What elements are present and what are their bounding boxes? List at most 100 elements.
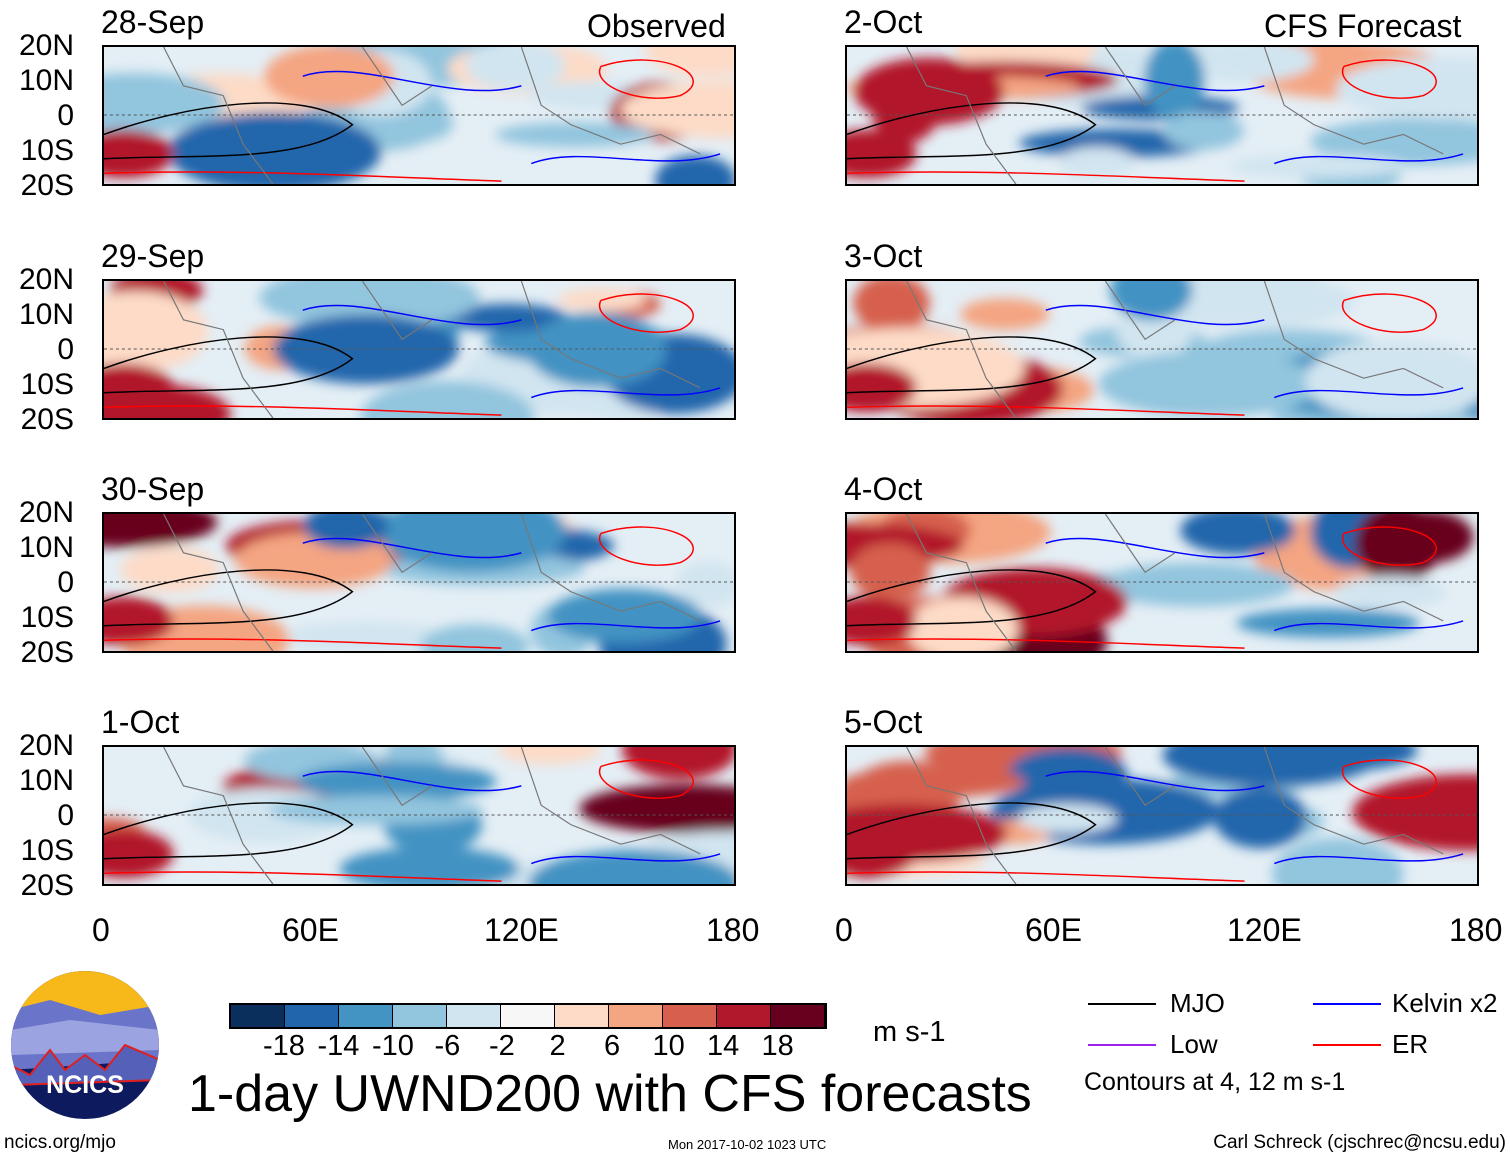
kelvin-line-icon: [1313, 1003, 1381, 1005]
lat-label: 10S: [20, 834, 74, 867]
forecast-title: CFS Forecast: [1264, 8, 1462, 44]
wind-anomaly-blob: [360, 380, 534, 418]
colorbar-swatch: [501, 1005, 555, 1027]
wind-anomaly-blob: [1336, 57, 1477, 120]
wind-anomaly-blob: [622, 747, 734, 780]
map-panel: [102, 512, 736, 653]
lat-label: 0: [57, 333, 74, 366]
lat-label: 0: [57, 99, 74, 132]
source-url[interactable]: ncics.org/mjo: [4, 1132, 116, 1153]
legend-kelvin: Kelvin x2: [1392, 988, 1498, 1018]
wind-anomaly-blob: [1228, 154, 1406, 178]
contour-note: Contours at 4, 12 m s-1: [1084, 1068, 1346, 1096]
wind-anomaly-blob: [847, 363, 917, 413]
kelvin-contour: [302, 70, 721, 165]
wind-anomaly-blob: [847, 129, 917, 179]
colorbar-swatch: [771, 1005, 825, 1027]
colorbar-units: m s-1: [873, 1016, 946, 1048]
wind-anomaly-blob: [104, 291, 209, 373]
panel-date: 2-Oct: [844, 4, 923, 40]
lat-label: 20S: [20, 403, 74, 436]
mjo-contour: [104, 569, 354, 627]
map-panel: [845, 45, 1479, 186]
wind-anomaly-blob: [268, 795, 484, 825]
wind-anomaly-blob: [297, 762, 497, 801]
lat-label: 20N: [18, 263, 74, 296]
wind-anomaly-blob: [1174, 47, 1314, 83]
panel-date: 30-Sep: [101, 471, 205, 507]
lon-label: 180: [706, 912, 760, 948]
wind-anomaly-blob: [1008, 747, 1128, 801]
lat-label: 20S: [20, 636, 74, 669]
panel-date: 5-Oct: [844, 704, 923, 740]
coastline: [163, 514, 701, 651]
colorbar-swatch: [447, 1005, 501, 1027]
lon-label: 120E: [484, 912, 559, 948]
er-contour: [104, 293, 694, 416]
wind-anomaly-blob: [675, 561, 734, 608]
colorbar-label: 6: [604, 1030, 621, 1062]
kelvin-contour: [1045, 537, 1464, 632]
coastline: [163, 47, 701, 184]
lon-label: 60E: [1025, 912, 1082, 948]
colorbar-swatch: [339, 1005, 393, 1027]
lat-label: 10N: [18, 764, 74, 797]
lat-label: 10N: [18, 531, 74, 564]
wind-anomaly-blob: [847, 767, 1026, 798]
kelvin-contour: [302, 304, 721, 399]
wind-anomaly-blob: [379, 514, 566, 572]
kelvin-contour: [302, 537, 721, 632]
lat-label: 20N: [18, 29, 74, 62]
colorbar-label: 2: [549, 1030, 566, 1062]
wind-anomaly-blob: [1098, 562, 1295, 607]
map-panel: [845, 279, 1479, 420]
figure-title: 1-day UWND200 with CFS forecasts: [188, 1065, 1032, 1123]
colorbar-label: 14: [707, 1030, 740, 1062]
lat-label: 10S: [20, 601, 74, 634]
colorbar-label: -10: [372, 1030, 414, 1062]
mjo-contour: [104, 802, 354, 860]
mjo-contour: [847, 102, 1097, 160]
coastline: [163, 281, 701, 418]
wind-anomaly-blob: [420, 624, 530, 651]
coastline: [906, 47, 1444, 184]
er-contour: [847, 759, 1437, 882]
colorbar-swatch: [285, 1005, 339, 1027]
wind-anomaly-blob: [1352, 774, 1477, 851]
wind-anomaly-blob: [104, 363, 174, 413]
wind-anomaly-blob: [1098, 351, 1321, 417]
wind-anomaly-blob: [1304, 340, 1477, 418]
lat-label: 10S: [20, 368, 74, 401]
kelvin-contour: [1045, 770, 1464, 865]
coastline: [906, 514, 1444, 651]
map-panel: [845, 512, 1479, 653]
er-line-icon: [1313, 1044, 1381, 1046]
lat-label: 0: [57, 799, 74, 832]
observed-title: Observed: [587, 8, 726, 44]
kelvin-contour: [1045, 304, 1464, 399]
panel-date: 29-Sep: [101, 238, 205, 274]
panel-date: 4-Oct: [844, 471, 923, 507]
coastline: [163, 747, 701, 884]
colorbar-swatch: [393, 1005, 447, 1027]
wind-anomaly-blob: [303, 514, 389, 549]
lat-label: 20N: [18, 496, 74, 529]
legend-mjo: MJO: [1170, 988, 1225, 1018]
colorbar-label: -18: [263, 1030, 305, 1062]
wind-anomaly-blob: [1310, 117, 1477, 166]
timestamp: Mon 2017-10-02 1023 UTC: [668, 1137, 827, 1152]
colorbar-swatch: [231, 1005, 285, 1027]
wind-anomaly-blob: [1017, 803, 1118, 834]
wind-anomaly-blob: [273, 314, 459, 384]
kelvin-contour: [1045, 70, 1464, 165]
wind-anomaly-blob: [853, 57, 1004, 126]
wind-anomaly-blob: [1180, 514, 1296, 555]
coastline: [906, 281, 1444, 418]
lat-label: 20S: [20, 169, 74, 202]
wind-anomaly-blob: [620, 80, 734, 139]
wind-anomaly-blob: [465, 47, 566, 91]
mjo-contour: [847, 569, 1097, 627]
lon-label: 0: [835, 912, 853, 948]
wind-anomaly-blob: [906, 596, 1019, 651]
logo-text: NCICS: [46, 1071, 124, 1099]
